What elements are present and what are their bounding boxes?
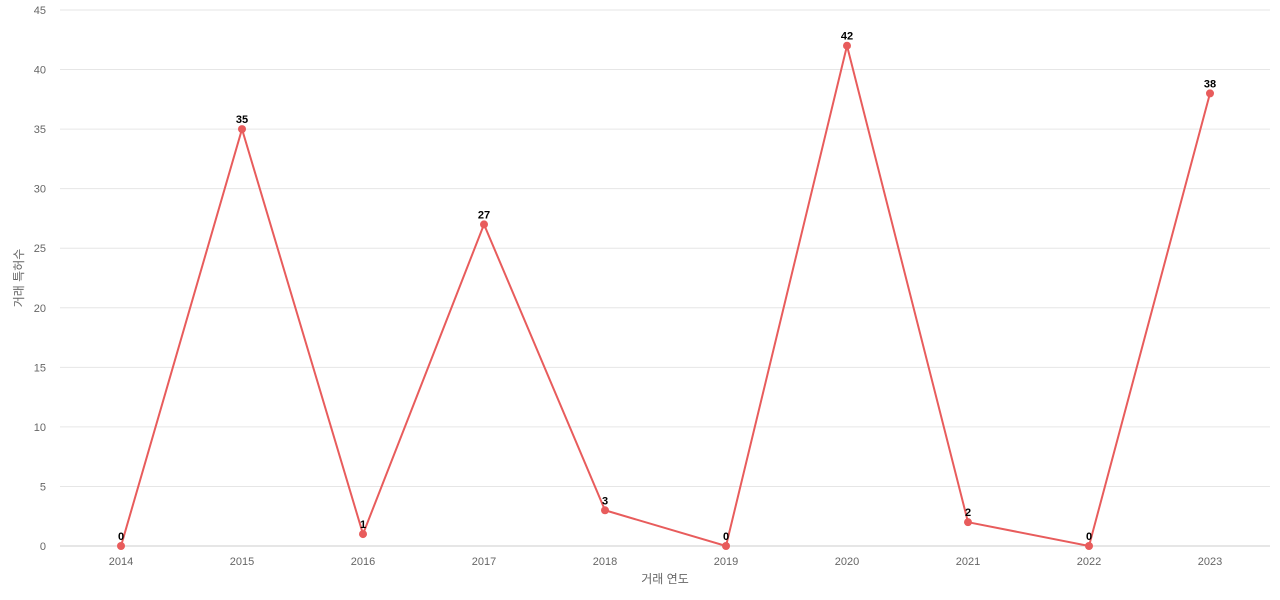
y-tick-label: 20: [34, 303, 46, 315]
y-tick-label: 40: [34, 65, 46, 77]
data-point: [1206, 89, 1214, 98]
y-tick-label: 5: [40, 481, 46, 493]
data-point: [359, 530, 367, 539]
data-point: [722, 542, 730, 550]
data-point: [1085, 542, 1093, 550]
y-tick-label: 15: [34, 362, 46, 374]
data-point: [843, 41, 851, 50]
x-tick-label: 2022: [1077, 556, 1101, 568]
y-tick-label: 30: [34, 184, 46, 196]
x-tick-label: 2023: [1198, 556, 1222, 568]
data-label: 27: [478, 209, 490, 221]
data-labels: 0 35 1 27 3 0 42 2 0 38: [118, 31, 1216, 543]
x-tick-label: 2014: [109, 556, 133, 568]
y-tick-label: 10: [34, 422, 46, 434]
x-axis-title: 거래 연도: [641, 572, 689, 586]
data-label: 3: [602, 495, 608, 507]
x-tick-label: 2020: [835, 556, 859, 568]
data-points: [117, 41, 1214, 550]
data-point: [480, 220, 488, 229]
data-point: [601, 506, 609, 515]
data-point: [964, 518, 972, 527]
data-label: 38: [1204, 78, 1216, 90]
y-tick-label: 45: [34, 5, 46, 17]
x-tick-label: 2016: [351, 556, 375, 568]
data-label: 1: [360, 519, 366, 531]
data-label: 0: [118, 531, 124, 543]
x-axis-ticks: 2014 2015 2016 2017 2018 2019 2020 2021 2022 2023: [109, 556, 1222, 568]
y-axis-title: 거래 특허수: [12, 249, 26, 308]
x-tick-label: 2015: [230, 556, 254, 568]
grid-lines: [60, 9, 1270, 547]
data-label: 0: [723, 531, 729, 543]
data-label: 0: [1086, 531, 1092, 543]
data-label: 2: [965, 507, 971, 519]
x-tick-label: 2017: [472, 556, 496, 568]
data-label: 35: [236, 114, 248, 126]
y-tick-label: 0: [40, 541, 46, 553]
data-label: 42: [841, 31, 853, 43]
data-point: [117, 542, 125, 550]
y-tick-label: 25: [34, 243, 46, 255]
y-axis-ticks: 0 5 10 15 20 25 30 35 40 45: [34, 5, 46, 553]
series-line: [120, 45, 1211, 548]
x-tick-label: 2019: [714, 556, 738, 568]
x-tick-label: 2021: [956, 556, 980, 568]
data-point: [238, 125, 246, 134]
x-tick-label: 2018: [593, 556, 617, 568]
y-tick-label: 35: [34, 124, 46, 136]
